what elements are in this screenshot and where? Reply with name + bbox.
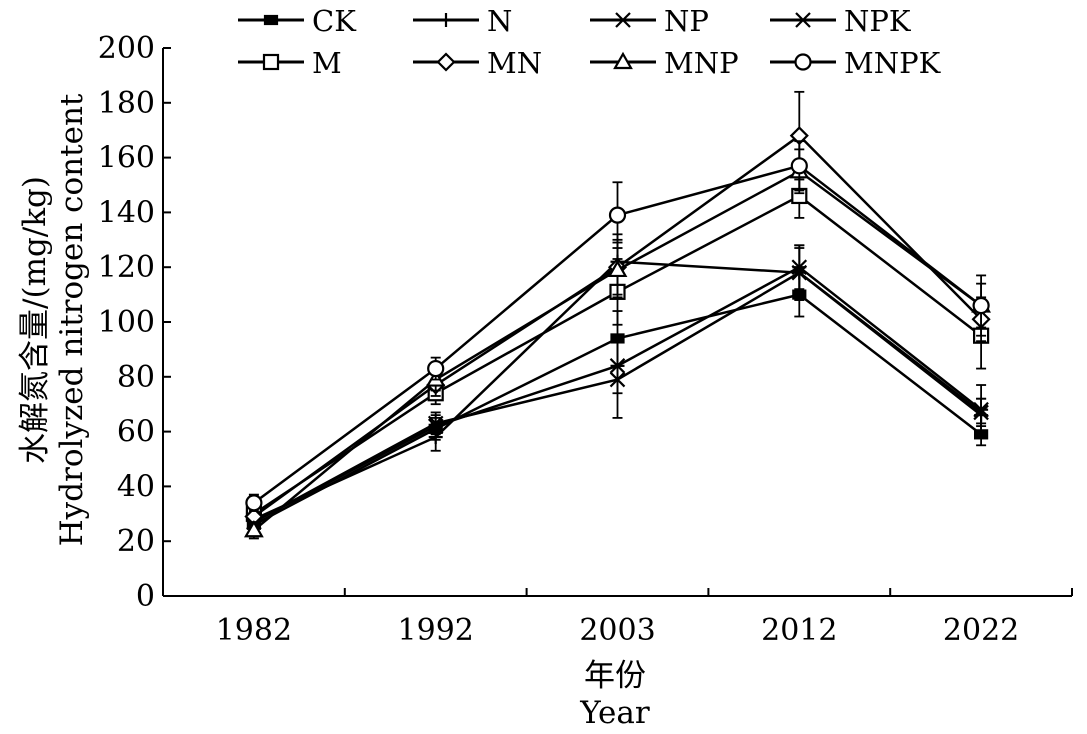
legend-label: N xyxy=(487,4,512,38)
legend-label: MNPK xyxy=(844,46,942,80)
legend-item-np: NP xyxy=(590,4,709,38)
y-tick-label: 60 xyxy=(117,415,155,450)
data-point-npk xyxy=(427,418,444,434)
x-tick-label: 1982 xyxy=(216,613,292,648)
y-tick-label: 40 xyxy=(117,469,155,504)
legend-label: CK xyxy=(312,4,357,38)
y-axis-title-cn: 水解氮含量/(mg/kg) xyxy=(17,176,53,464)
x-axis-title-cn: 年份 xyxy=(584,658,646,694)
data-point-mnpk xyxy=(427,359,445,378)
x-tick-label: 2003 xyxy=(579,613,655,648)
legend-item-mnp: MNP xyxy=(590,46,739,80)
data-point-npk xyxy=(973,401,989,418)
y-tick-label: 120 xyxy=(98,250,155,285)
legend-item-mn: MN xyxy=(413,46,542,80)
x-tick-label: 2012 xyxy=(761,613,837,648)
plot-area xyxy=(244,90,991,540)
data-point-mnpk xyxy=(608,206,627,224)
y-axis-title-en: Hydrolyzed nitrogen content xyxy=(54,93,90,546)
data-point-npk xyxy=(791,259,808,275)
data-point-mnp xyxy=(244,520,264,538)
series-npk xyxy=(246,244,989,532)
legend-label: NP xyxy=(664,4,709,38)
legend-label: NPK xyxy=(844,4,912,38)
x-axis-title-en: Year xyxy=(579,695,650,731)
data-point-mnpk xyxy=(790,157,808,175)
y-tick-label: 180 xyxy=(98,86,155,121)
x-tick-label: 1992 xyxy=(398,613,474,648)
y-tick-label: 0 xyxy=(136,579,155,614)
y-tick-label: 140 xyxy=(98,195,155,230)
x-tick-label: 2022 xyxy=(943,613,1019,648)
y-tick-label: 100 xyxy=(98,305,155,340)
data-point-mnpk xyxy=(972,296,990,315)
legend-label: M xyxy=(312,46,342,80)
data-point-mnp xyxy=(607,259,628,278)
x-axis: 1982 1992 2003 2012 2022 xyxy=(162,588,1073,648)
series-mnpk xyxy=(245,140,990,512)
legend-item-npk: NPK xyxy=(770,4,912,38)
y-tick-label: 160 xyxy=(98,141,155,176)
legend-label: MN xyxy=(487,46,542,80)
legend: CK N NP NPK M MN MNP MNPK xyxy=(238,4,942,80)
legend-item-ck: CK xyxy=(238,4,357,38)
data-point-npk xyxy=(609,358,626,374)
data-point-mnpk xyxy=(245,494,263,512)
legend-item-m: M xyxy=(238,46,342,80)
y-tick-label: 20 xyxy=(117,524,155,559)
legend-item-mnpk: MNPK xyxy=(770,46,942,80)
legend-item-n: N xyxy=(413,4,512,38)
y-tick-label: 200 xyxy=(98,31,155,66)
y-axis: 0 20 40 60 80 100 120 140 160 180 200 xyxy=(98,31,171,614)
legend-label: MNP xyxy=(664,46,739,80)
y-tick-label: 80 xyxy=(117,360,155,395)
